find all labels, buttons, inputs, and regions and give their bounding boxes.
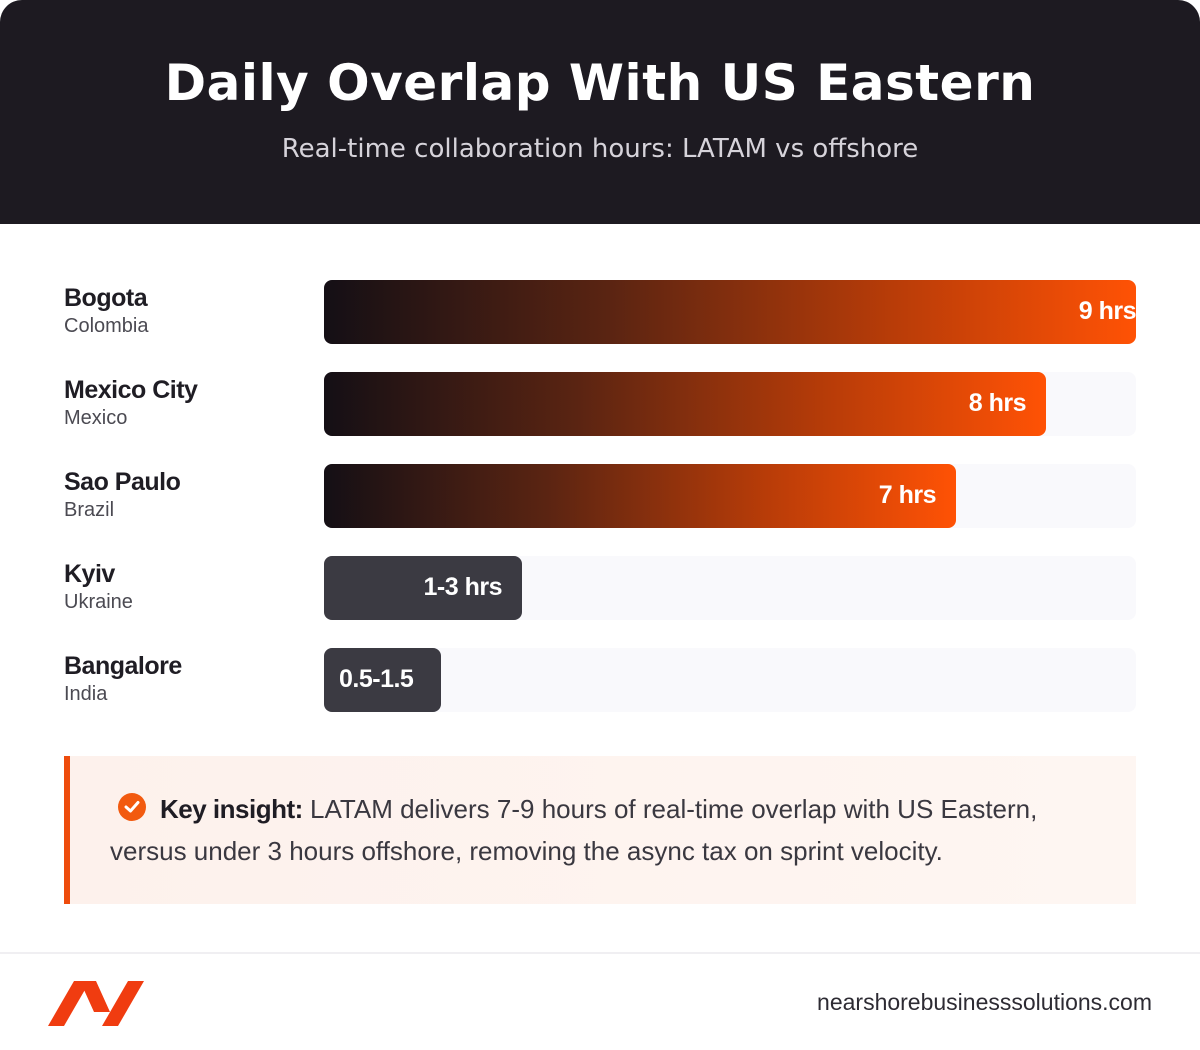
- bar-bangalore: 0.5-1.5: [324, 648, 441, 712]
- header-banner: Daily Overlap With US Eastern Real-time …: [0, 0, 1200, 224]
- insight-text-block: Key insight: LATAM delivers 7-9 hours of…: [110, 788, 1110, 872]
- nearshore-logo-icon: [48, 977, 144, 1027]
- bar-mexico-city: 8 hrs: [324, 372, 1046, 436]
- chart-subtitle: Real-time collaboration hours: LATAM vs …: [281, 134, 919, 164]
- footer-divider: [0, 952, 1200, 954]
- country-label: India: [64, 683, 108, 705]
- country-label: Mexico: [64, 407, 128, 429]
- city-label: Bangalore: [64, 652, 182, 680]
- bar-value-label: 0.5-1.5: [339, 665, 414, 693]
- bar-value-label: 1-3 hrs: [423, 573, 503, 601]
- bar-row: Mexico City Mexico 8 hrs: [0, 372, 1200, 436]
- country-label: Ukraine: [64, 591, 133, 613]
- city-label: Kyiv: [64, 560, 115, 588]
- bar-value-label: 8 hrs: [968, 389, 1027, 417]
- bar-value-label: 7 hrs: [878, 481, 937, 509]
- website-link[interactable]: nearshorebusinesssolutions.com: [817, 989, 1152, 1015]
- city-label: Sao Paulo: [64, 468, 181, 496]
- country-label: Brazil: [64, 499, 115, 521]
- bar-value-label: 9 hrs: [1078, 297, 1136, 325]
- bar-row: Bangalore India 0.5-1.5: [0, 648, 1200, 712]
- bar-track: [324, 648, 1136, 712]
- bar-sao-paulo: 7 hrs: [324, 464, 956, 528]
- insight-label: Key insight:: [160, 794, 303, 824]
- insight-box: Key insight: LATAM delivers 7-9 hours of…: [64, 756, 1136, 904]
- bar-row: Sao Paulo Brazil 7 hrs: [0, 464, 1200, 528]
- bar-row: Kyiv Ukraine 1-3 hrs: [0, 556, 1200, 620]
- city-label: Mexico City: [64, 376, 198, 404]
- country-label: Colombia: [64, 315, 149, 337]
- bar-row: Bogota Colombia 9 hrs: [0, 280, 1200, 344]
- bar-kyiv: 1-3 hrs: [324, 556, 522, 620]
- insight-body: LATAM delivers 7-9 hours of real-time ov…: [110, 794, 1038, 866]
- chart-title: Daily Overlap With US Eastern: [164, 54, 1036, 112]
- city-label: Bogota: [64, 284, 148, 312]
- bar-bogota: 9 hrs: [324, 280, 1136, 344]
- check-circle-icon: [118, 793, 146, 821]
